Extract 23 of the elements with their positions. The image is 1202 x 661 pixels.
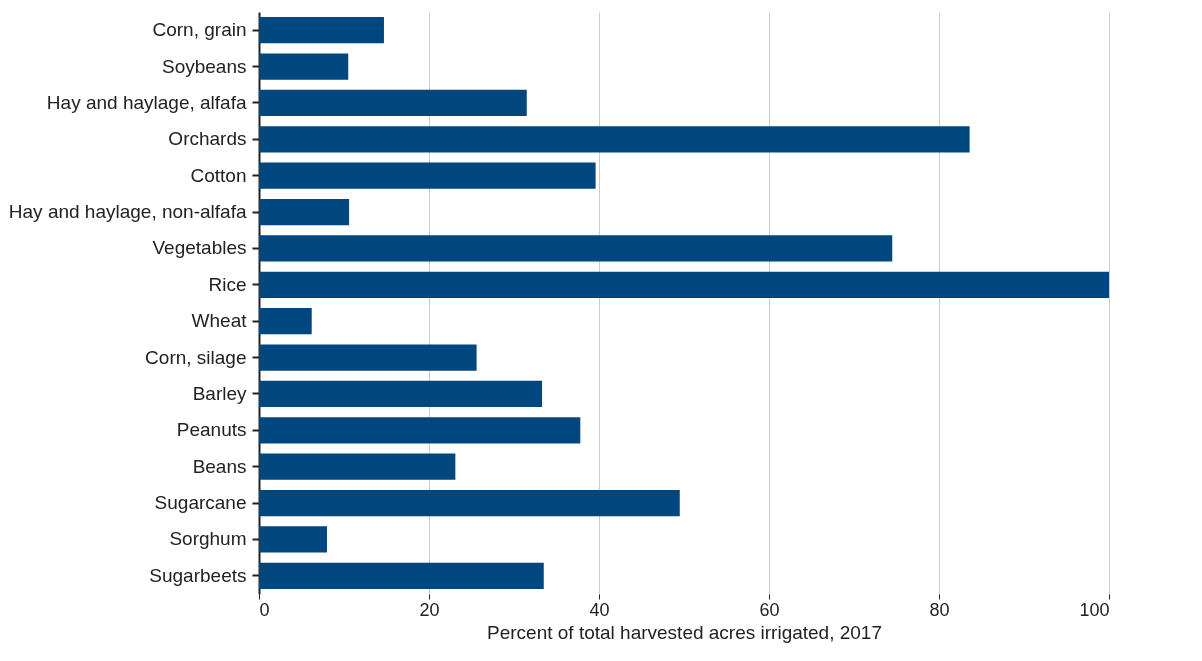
- x-tick-label: 0: [259, 599, 270, 620]
- y-tick-label: Sugarcane: [154, 492, 247, 514]
- y-tick-label: Vegetables: [152, 237, 247, 259]
- y-tick-label: Wheat: [191, 310, 248, 332]
- y-tick-label: Sugarbeets: [149, 564, 247, 586]
- y-tick-label: Peanuts: [176, 419, 247, 441]
- y-tick-label: Beans: [192, 455, 247, 477]
- x-tick-label: 40: [589, 599, 610, 620]
- x-tick-label: 80: [929, 599, 950, 620]
- y-tick-label: Barley: [192, 382, 247, 404]
- x-tick-label: 60: [759, 599, 780, 620]
- y-tick-label: Rice: [208, 273, 247, 295]
- x-tick-label: 100: [1079, 599, 1110, 620]
- y-tick-label: Corn, silage: [145, 346, 247, 368]
- y-tick-label: Soybeans: [161, 55, 247, 77]
- y-tick-label: Hay and haylage, non-alfafa: [8, 201, 247, 223]
- y-tick-label: Cotton: [190, 164, 247, 186]
- y-tick-label: Corn, grain: [152, 19, 247, 41]
- y-tick-label: Orchards: [168, 128, 247, 150]
- y-tick-label: Sorghum: [169, 528, 247, 550]
- x-axis-title: Percent of total harvested acres irrigated, 2017: [486, 621, 883, 643]
- x-tick-label: 20: [419, 599, 440, 620]
- y-tick-label: Hay and haylage, alfafa: [46, 91, 247, 113]
